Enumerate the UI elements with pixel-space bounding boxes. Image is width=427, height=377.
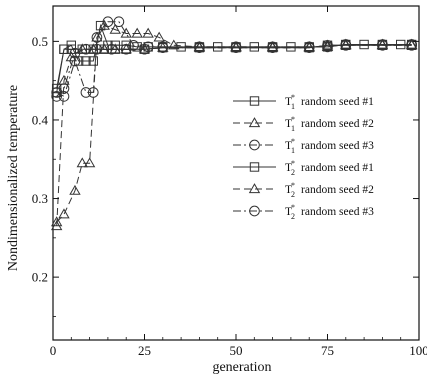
data-point <box>50 220 63 231</box>
data-point <box>91 43 103 55</box>
data-point <box>58 91 70 102</box>
data-point <box>120 43 132 55</box>
series-group <box>50 16 418 231</box>
plot-frame <box>52 5 420 341</box>
legend-marker <box>249 205 260 217</box>
legend-marker <box>248 183 261 194</box>
y-tick-label: 0.2 <box>32 270 48 285</box>
legend-item-6: T* 2 random seed #3 <box>233 203 374 221</box>
data-point <box>120 43 132 54</box>
data-point <box>376 39 389 50</box>
legend-marker <box>249 139 260 151</box>
legend-label: T* 1 random seed #2 <box>285 115 374 133</box>
data-point <box>322 39 333 51</box>
data-point <box>230 41 242 52</box>
data-point <box>120 27 132 38</box>
data-point <box>69 184 81 195</box>
data-point <box>153 31 165 42</box>
x-tick-label: 25 <box>138 343 151 358</box>
data-point <box>81 56 91 66</box>
data-point <box>340 39 352 50</box>
data-point <box>321 39 334 50</box>
data-point <box>66 44 76 54</box>
data-point <box>377 39 388 51</box>
data-point <box>194 42 205 53</box>
data-point <box>138 43 151 54</box>
x-tick-label: 0 <box>50 343 57 358</box>
series-6 <box>51 39 418 102</box>
data-point <box>106 43 117 55</box>
data-point <box>139 43 150 55</box>
data-point <box>303 41 315 52</box>
data-point <box>340 39 352 51</box>
data-point <box>230 42 242 53</box>
data-point <box>157 41 169 52</box>
legend-label: T* 2 random seed #3 <box>285 203 374 221</box>
legend-marker <box>249 96 260 106</box>
data-point <box>83 157 96 168</box>
data-point <box>267 42 278 53</box>
series-line <box>56 44 412 97</box>
plot-area <box>52 5 420 341</box>
axes: 0 25 50 75 100 0.2 0.3 0.4 0.5 <box>32 6 427 358</box>
data-point <box>87 87 99 98</box>
x-tick-label: 50 <box>230 343 243 358</box>
y-axis-label: Nondimensionalized temperature <box>6 85 21 271</box>
legend-item-5: T* 2 random seed #2 <box>233 181 374 199</box>
legend-item-3: T* 1 random seed #3 <box>233 137 374 155</box>
data-point <box>193 41 206 52</box>
data-point <box>109 23 121 34</box>
data-point <box>131 27 143 38</box>
data-point <box>91 31 103 42</box>
x-axis-label: generation <box>212 360 271 375</box>
data-point <box>405 39 418 50</box>
data-point <box>59 44 69 54</box>
data-point <box>113 16 125 28</box>
data-point <box>80 43 92 55</box>
data-point <box>157 42 169 53</box>
y-tick-label: 0.4 <box>32 112 49 127</box>
legend-item-1: T* 1 random seed #1 <box>233 93 374 111</box>
data-point <box>98 19 110 30</box>
legend-marker <box>249 162 260 172</box>
legend-label: T* 2 random seed #2 <box>285 181 374 199</box>
y-tick-label: 0.5 <box>32 34 48 49</box>
legend-marker <box>248 117 261 128</box>
data-point <box>406 39 418 51</box>
legend-label: T* 2 random seed #1 <box>285 159 374 177</box>
legend-item-2: T* 1 random seed #2 <box>233 115 374 133</box>
data-point <box>303 42 315 53</box>
legend-item-4: T* 2 random seed #1 <box>233 159 374 177</box>
data-point <box>51 83 62 94</box>
data-point <box>142 27 154 38</box>
data-point <box>76 157 88 168</box>
data-point <box>69 47 81 59</box>
y-tick-label: 0.3 <box>32 191 48 206</box>
legend-label: T* 1 random seed #3 <box>285 137 374 155</box>
legend-label: T* 1 random seed #1 <box>285 93 374 111</box>
data-point <box>88 56 98 66</box>
data-point <box>80 87 92 98</box>
data-point <box>266 41 279 52</box>
data-point <box>91 32 103 43</box>
legend: T* 1 random seed #1 T* 1 random seed #2 T* 1 ran… <box>233 93 374 221</box>
x-tick-label: 75 <box>321 343 334 358</box>
data-point <box>58 83 70 94</box>
data-point <box>51 91 62 102</box>
data-point <box>58 208 70 219</box>
data-point <box>102 16 114 28</box>
data-point <box>168 39 180 50</box>
x-tick-label: 100 <box>409 343 427 358</box>
